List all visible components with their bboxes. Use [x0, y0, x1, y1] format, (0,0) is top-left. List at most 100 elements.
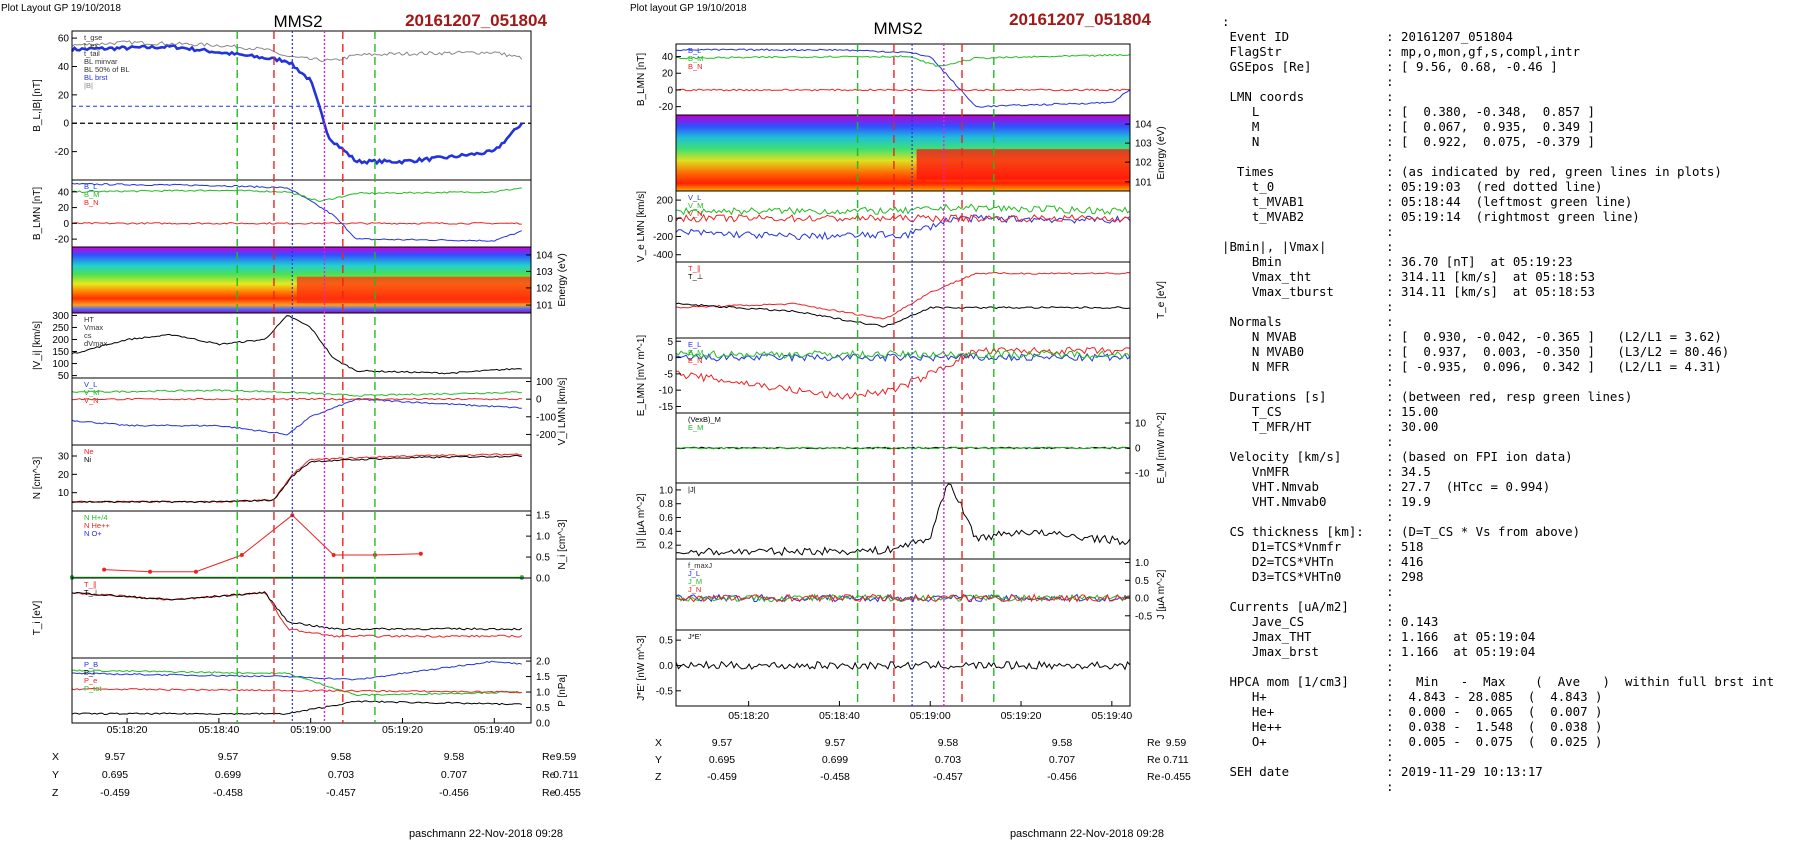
middle-series-j [675, 483, 1131, 557]
middle-ephem-unit: Re [1147, 754, 1161, 766]
left-ephem-value: 0.695 [102, 769, 128, 781]
middle-xtick-label: 05:19:40 [1091, 710, 1132, 722]
middle-series-b-l [675, 48, 1131, 108]
middle-ephem-label: X [655, 737, 662, 749]
left-panel-frame [71, 30, 532, 181]
left-ephem-value: 0.707 [441, 769, 467, 781]
middle-spectrogram-hot-band [916, 149, 1130, 180]
left-panel-7: 1.5 1.0 0.5 0.0 N_i [cm^-3] N H+/4N He++N O+ [70, 510, 568, 585]
left-ytick-label: 60 [58, 34, 70, 45]
middle-ytick-label: -20 [659, 102, 674, 113]
middle-ephem-value: 0.695 [709, 754, 735, 766]
left-legend-entry: V_L [84, 380, 97, 389]
middle-ytick-label: 0 [667, 214, 673, 225]
middle-ephem-value: -0.455 [1161, 771, 1191, 783]
left-legend-entry: V_M [84, 388, 99, 397]
left-panel-frame [71, 657, 532, 724]
middle-ephem-value: 9.59 [1166, 737, 1187, 749]
left-legend-entry: N H+/4 [84, 513, 108, 522]
middle-ylabel: T_e [eV] [1156, 281, 1167, 319]
middle-legend-entry: J_M [688, 577, 702, 586]
left-legend-entry: BL minvar [84, 57, 118, 66]
left-ytick-label: -20 [55, 147, 70, 158]
left-ephem-value: 0.699 [215, 769, 241, 781]
middle-series-j-n [675, 593, 1131, 603]
left-legend-entry: t_tail [84, 49, 100, 58]
left-ytick-label: 100 [536, 377, 553, 388]
middle-panel-frame [675, 558, 1131, 631]
middle-ylabel: E_M [mW m^-2] [1156, 412, 1167, 484]
middle-ytick-label: 102 [1135, 158, 1152, 169]
left-ephem-value: -0.457 [326, 787, 356, 799]
left-legend-entry: P_B [84, 660, 98, 669]
left-series-t [71, 591, 523, 631]
left-ytick-label: 0.5 [536, 703, 550, 714]
middle-ytick-label: 0 [667, 353, 673, 364]
middle-ytick-label: 10 [1135, 419, 1147, 430]
left-series-ne [71, 453, 522, 504]
left-ytick-label: 0.5 [536, 553, 550, 564]
middle-ylabel: B_LMN [nT] [636, 53, 647, 107]
middle-ytick-label: 40 [662, 52, 674, 63]
middle-series-j-e [675, 660, 1131, 671]
left-series-b-n [71, 222, 522, 225]
middle-legend-entry: B_L [688, 46, 701, 55]
middle-panel-9: 0.5 0.0 -0.5 J*E' [nW m^-3] J*E' [636, 629, 1131, 707]
left-ytick-label: 20 [58, 90, 70, 101]
middle-series-v-m [675, 203, 1131, 216]
left-ytick-label: 20 [58, 203, 70, 214]
left-ytick-label: 20 [58, 470, 70, 481]
left-panel-frame [71, 377, 532, 446]
left-ylabel: Energy (eV) [557, 253, 568, 306]
left-legend-entry: B_M [84, 190, 99, 199]
left-legend-entry: N He++ [84, 521, 110, 530]
middle-ytick-label: 0.8 [659, 499, 673, 510]
middle-ylabel: V_e LMN [km/s] [636, 191, 647, 262]
left-spacecraft-title: MMS2 [273, 12, 322, 31]
left-xtick-label: 05:19:20 [382, 724, 423, 736]
left-ephem-value: 9.57 [105, 751, 126, 763]
left-ylabel: |V_i| [km/s] [32, 321, 43, 370]
middle-xtick-label: 05:19:00 [910, 710, 951, 722]
middle-panel-7: 1.0 0.8 0.6 0.4 0.2 |J| [µA m^-2] |J| [636, 482, 1131, 560]
left-series-v-i [71, 315, 522, 375]
left-series-p-tot [71, 669, 522, 697]
left-ytick-label: 1.5 [536, 672, 550, 683]
middle-ylabel: Energy (eV) [1156, 126, 1167, 179]
left-ephem-value: -0.455 [551, 787, 581, 799]
left-ephem-value: -0.456 [439, 787, 469, 799]
middle-ephem-unit: Re [1147, 737, 1161, 749]
left-ylabel: B_LMN [nT] [32, 187, 43, 241]
middle-ytick-label: 0 [667, 85, 673, 96]
middle-legend-entry: T_⊥ [688, 272, 704, 281]
left-ylabel: V_i LMN [km/s] [557, 377, 568, 445]
left-xtick-label: 05:18:20 [107, 724, 148, 736]
left-ephem-unit: Re [542, 769, 556, 781]
left-ytick-label: 100 [52, 359, 69, 370]
middle-legend-entry: E_L [688, 340, 701, 349]
middle-xtick-label: 05:18:20 [728, 710, 769, 722]
left-nhe-point [418, 551, 423, 556]
left-legend-entry: Ni [84, 455, 91, 464]
left-ytick-label: 10 [58, 488, 70, 499]
left-ytick-label: 250 [52, 323, 69, 334]
middle-panel-frame [675, 190, 1131, 263]
middle-ephem-unit: Re [1147, 771, 1161, 783]
middle-series-e-m [675, 446, 1131, 450]
event-info-text: : Event ID : 20161207_051804 FlagStr : m… [1222, 14, 1775, 794]
left-legend-entry: |B| [84, 81, 93, 90]
middle-series-t [675, 271, 1131, 320]
middle-ylabel: J*E' [nW m^-3] [636, 635, 647, 701]
left-ytick-label: 0 [536, 395, 542, 406]
middle-ytick-label: 0.5 [1135, 576, 1149, 587]
left-ytick-label: 103 [536, 267, 553, 278]
middle-ylabel: E_LMN [mV m^-1] [636, 335, 647, 417]
middle-spacecraft-title: MMS2 [873, 19, 922, 38]
middle-legend-entry: f_maxJ [688, 561, 712, 570]
left-series-b-m [71, 187, 522, 203]
left-event-title: 20161207_051804 [405, 11, 547, 30]
middle-series-b-n [675, 88, 1131, 92]
